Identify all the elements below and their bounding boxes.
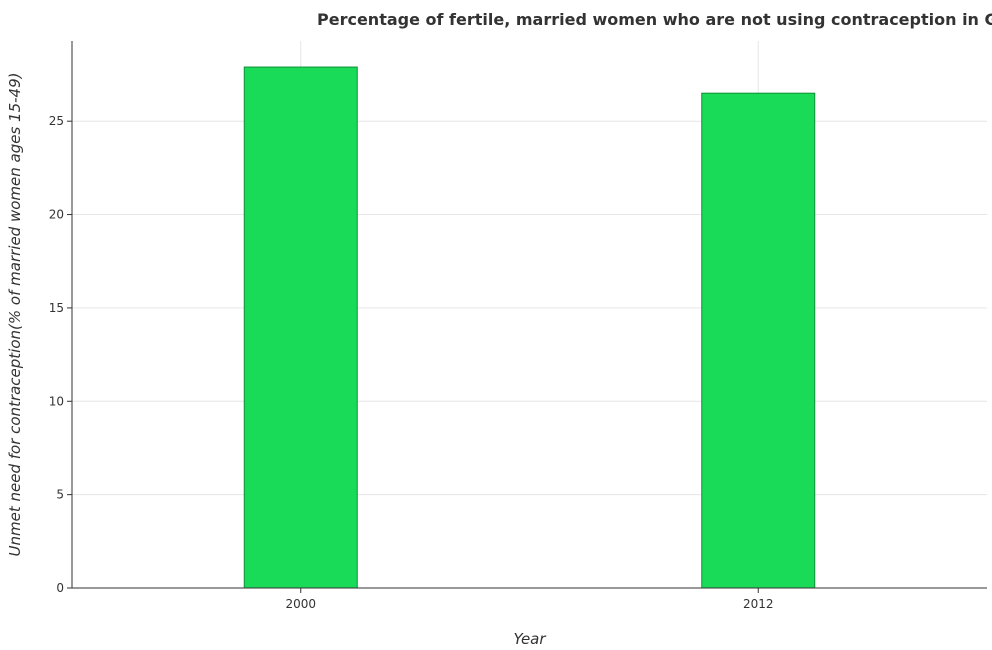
tick-labels: 0 5 10 15 20 25 2000 2012 xyxy=(49,114,774,611)
y-axis-label: Unmet need for contraception(% of marrie… xyxy=(6,73,24,557)
grid xyxy=(72,41,987,589)
y-tick-label: 25 xyxy=(49,114,64,128)
bar-2012 xyxy=(701,92,816,589)
y-tick-label: 20 xyxy=(49,208,64,222)
y-tick-label: 10 xyxy=(49,394,64,408)
y-tick-label: 0 xyxy=(56,581,64,595)
x-axis-label: Year xyxy=(513,630,546,648)
axes xyxy=(67,41,987,593)
bars xyxy=(243,66,816,589)
y-tick-label: 15 xyxy=(49,301,64,315)
y-tick-label: 5 xyxy=(56,488,64,502)
chart-title: Percentage of fertile, married women who… xyxy=(317,10,992,29)
x-tick-label: 2012 xyxy=(743,597,774,611)
x-tick-label: 2000 xyxy=(285,597,316,611)
bar-2000 xyxy=(243,66,358,589)
